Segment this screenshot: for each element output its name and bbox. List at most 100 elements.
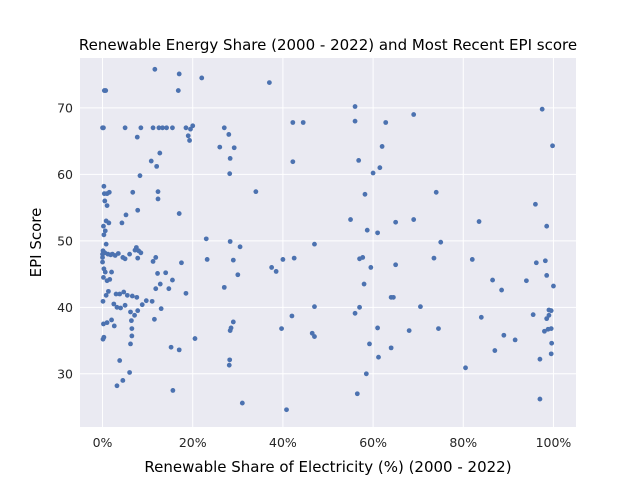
data-point xyxy=(102,228,108,234)
data-point xyxy=(187,138,192,143)
data-point xyxy=(549,340,555,346)
data-point xyxy=(227,155,233,161)
data-point xyxy=(134,294,140,300)
data-point xyxy=(183,290,189,296)
data-point xyxy=(544,223,550,229)
data-point xyxy=(356,157,362,163)
data-point xyxy=(411,112,417,117)
data-point xyxy=(103,241,109,247)
data-point xyxy=(164,125,169,131)
data-point xyxy=(352,310,358,316)
data-point xyxy=(138,250,144,256)
data-point xyxy=(352,104,358,109)
data-point xyxy=(185,133,191,139)
data-point xyxy=(130,189,136,195)
data-point xyxy=(190,123,196,129)
data-point xyxy=(101,232,107,238)
data-point xyxy=(227,357,233,363)
data-point xyxy=(357,304,362,310)
data-point xyxy=(499,287,504,293)
data-point xyxy=(375,325,380,331)
data-point xyxy=(312,304,317,310)
x-tick-label: 100% xyxy=(536,435,572,450)
data-point xyxy=(157,150,163,156)
data-point xyxy=(157,281,163,287)
data-point xyxy=(290,120,296,125)
data-point xyxy=(170,277,175,283)
data-point xyxy=(512,337,518,343)
data-point xyxy=(152,66,158,72)
data-point xyxy=(548,351,554,357)
data-point xyxy=(100,259,105,265)
data-point xyxy=(153,286,159,292)
data-point xyxy=(360,255,366,260)
data-point xyxy=(227,171,233,177)
data-point xyxy=(103,292,109,298)
data-point xyxy=(150,259,156,264)
data-point xyxy=(362,191,368,197)
data-point xyxy=(364,227,370,233)
data-point xyxy=(192,336,198,341)
data-point xyxy=(284,407,289,413)
x-tick-label: 0% xyxy=(93,435,113,450)
data-point xyxy=(114,304,120,310)
data-point xyxy=(127,251,132,257)
data-point xyxy=(279,326,284,331)
data-point xyxy=(118,305,123,311)
data-point xyxy=(111,301,117,307)
data-point xyxy=(352,118,358,124)
data-point xyxy=(533,201,538,207)
data-point xyxy=(124,292,130,298)
data-point xyxy=(176,211,182,216)
data-point xyxy=(406,328,412,333)
data-point xyxy=(253,189,259,195)
data-point xyxy=(101,275,106,280)
data-point xyxy=(129,333,135,339)
data-point xyxy=(101,183,107,189)
data-point xyxy=(109,317,114,323)
data-point xyxy=(129,293,135,299)
data-point xyxy=(530,312,536,318)
data-points xyxy=(100,66,556,413)
data-point xyxy=(418,304,423,310)
data-point xyxy=(113,291,119,297)
data-point xyxy=(361,281,367,287)
data-point xyxy=(204,257,210,262)
data-point xyxy=(235,272,241,278)
data-point xyxy=(469,257,475,262)
data-point xyxy=(370,170,376,176)
data-point xyxy=(312,241,317,247)
data-point xyxy=(383,120,389,125)
data-point xyxy=(203,236,209,242)
data-point xyxy=(175,88,181,93)
data-point xyxy=(227,239,233,244)
data-point xyxy=(154,163,160,169)
data-point xyxy=(501,332,507,338)
data-point xyxy=(199,75,205,81)
data-point xyxy=(128,309,133,315)
x-tick-label: 20% xyxy=(179,435,207,450)
data-point xyxy=(231,145,237,151)
y-axis-ticks: 30 40 50 60 70 xyxy=(57,100,73,381)
data-point xyxy=(537,396,543,402)
data-point xyxy=(160,125,165,131)
y-tick-label: 40 xyxy=(57,300,73,315)
data-point xyxy=(289,313,295,319)
data-point xyxy=(117,358,123,363)
data-point xyxy=(143,298,149,304)
data-point xyxy=(102,269,108,275)
data-point xyxy=(117,291,123,297)
data-point xyxy=(100,298,106,304)
data-point xyxy=(490,277,495,283)
data-point xyxy=(542,328,547,334)
data-point xyxy=(367,341,372,347)
data-point xyxy=(239,400,245,406)
data-point xyxy=(128,341,133,347)
data-point xyxy=(100,255,105,260)
data-point xyxy=(156,125,162,131)
y-tick-label: 70 xyxy=(57,100,73,115)
data-point xyxy=(179,260,184,266)
data-point xyxy=(176,71,182,77)
data-point xyxy=(119,220,125,226)
